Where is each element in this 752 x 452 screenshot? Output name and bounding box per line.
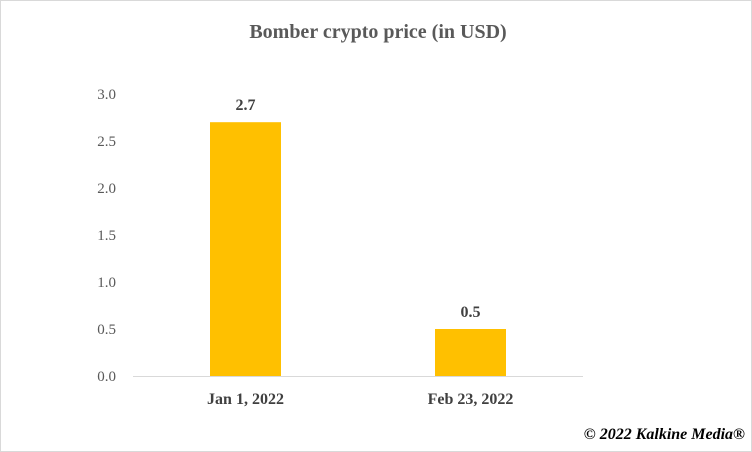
y-tick-label: 1.0 (97, 275, 116, 291)
data-label: 0.5 (461, 304, 481, 321)
bar-1 (210, 122, 281, 376)
y-tick-label: 0.5 (97, 322, 116, 338)
y-tick-label: 2.5 (97, 134, 116, 150)
copyright-notice: © 2022 Kalkine Media® (583, 426, 745, 443)
y-tick-label: 0.0 (97, 369, 116, 385)
chart-title: Bomber crypto price (in USD) (249, 21, 506, 43)
y-tick-label: 1.5 (97, 228, 116, 244)
bars: 2.7 0.5 (210, 97, 506, 376)
x-tick-label: Feb 23, 2022 (428, 391, 514, 408)
x-axis: Jan 1, 2022 Feb 23, 2022 (133, 376, 583, 408)
x-tick-label: Jan 1, 2022 (207, 391, 284, 408)
y-tick-label: 3.0 (97, 87, 116, 103)
y-tick-label: 2.0 (97, 181, 116, 197)
bar-2 (435, 329, 506, 376)
data-label: 2.7 (236, 97, 256, 114)
y-axis: 0.0 0.5 1.0 1.5 2.0 2.5 3.0 (97, 87, 116, 385)
